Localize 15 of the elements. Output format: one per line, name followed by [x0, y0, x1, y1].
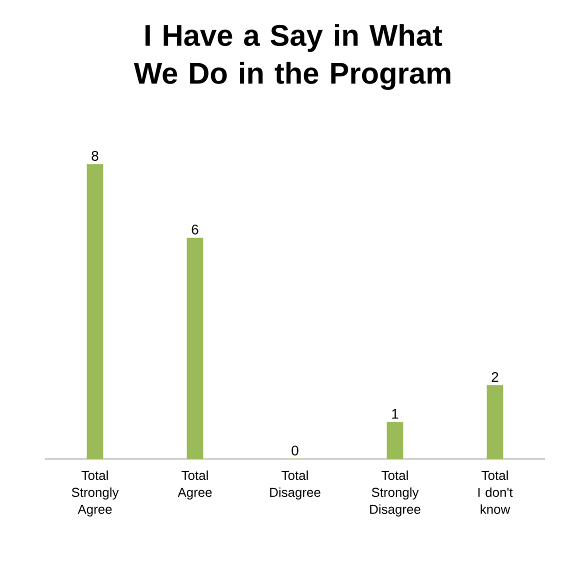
data-label: 1: [392, 409, 398, 419]
x-tick-label: Total Strongly Agree: [72, 470, 119, 516]
bar: [186, 238, 204, 460]
data-label: 6: [192, 224, 198, 234]
chart-title: I Have a Say in What We Do in the Program: [134, 24, 450, 90]
bar: [386, 422, 404, 460]
data-label: 8: [92, 150, 98, 161]
data-label: 2: [492, 372, 498, 382]
x-tick-label: Total Disagree: [270, 470, 320, 500]
data-label: 0: [292, 446, 298, 456]
x-tick-label: Total I don't know: [478, 470, 513, 514]
bar: [486, 385, 504, 460]
bar: [86, 164, 104, 460]
x-tick-label: Total Agree: [178, 470, 212, 500]
x-tick-label: Total Strongly Disagree: [370, 470, 420, 516]
